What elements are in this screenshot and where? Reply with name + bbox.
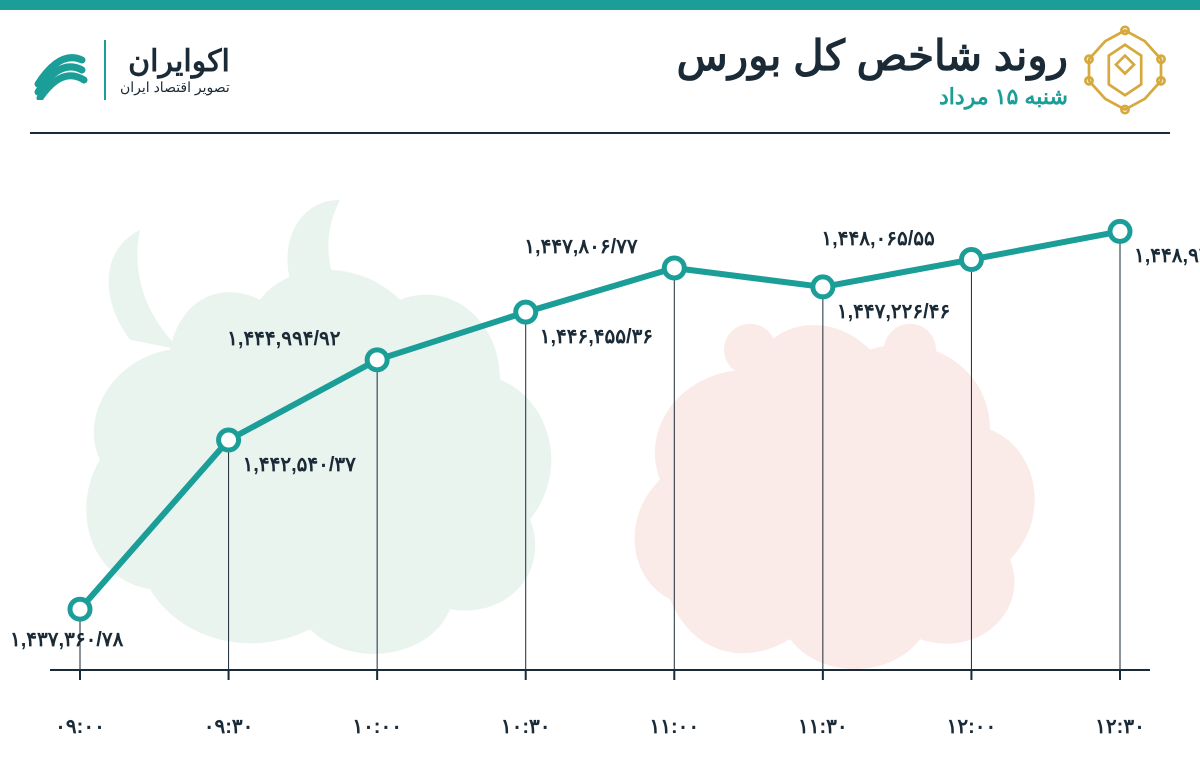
- x-tick-label: ۱۲:۳۰: [1095, 714, 1145, 739]
- brand-mark-icon: [30, 40, 90, 100]
- x-axis-labels: ۰۹:۰۰ ۰۹:۳۰ ۱۰:۰۰ ۱۰:۳۰ ۱۱:۰۰ ۱۱:۳۰ ۱۲:۰۰ ۱۲:۳۰: [30, 699, 1170, 739]
- x-tick-label: ۱۲:۰۰: [947, 714, 997, 739]
- x-tick-label: ۱۰:۰۰: [352, 714, 402, 739]
- x-tick-label: ۰۹:۳۰: [204, 714, 254, 739]
- point-value-label: ۱,۴۴۴,۹۹۴/۹۲: [227, 326, 340, 351]
- title-block: روند شاخص کل بورس شنبه ۱۵ مرداد: [677, 31, 1068, 110]
- point-value-label: ۱,۴۳۷,۳۶۰/۷۸: [10, 627, 123, 652]
- point-value-label: ۱,۴۴۷,۲۲۶/۴۶: [837, 299, 950, 324]
- brand-tagline: تصویر اقتصاد ایران: [120, 79, 230, 96]
- logo-divider: [104, 40, 106, 100]
- x-tick-label: ۱۱:۳۰: [798, 714, 848, 739]
- page-subtitle: شنبه ۱۵ مرداد: [677, 84, 1068, 110]
- point-value-label: ۱,۴۴۶,۴۵۵/۳۶: [540, 324, 653, 349]
- header: روند شاخص کل بورس شنبه ۱۵ مرداد اکوایران…: [0, 10, 1200, 130]
- top-border-bar: [0, 0, 1200, 10]
- brand-name: اکوایران: [120, 44, 230, 79]
- page-title: روند شاخص کل بورس: [677, 31, 1068, 80]
- crest-icon: [1080, 25, 1170, 115]
- brand-logo: اکوایران تصویر اقتصاد ایران: [30, 40, 230, 100]
- x-tick-label: ۰۹:۰۰: [55, 714, 105, 739]
- header-rule: [30, 132, 1170, 134]
- x-tick-label: ۱۰:۳۰: [501, 714, 551, 739]
- x-tick-label: ۱۱:۰۰: [649, 714, 699, 739]
- point-value-label: ۱,۴۴۸,۹۲۵/۴۴: [1134, 243, 1200, 268]
- brand-text: اکوایران تصویر اقتصاد ایران: [120, 44, 230, 96]
- point-value-label: ۱,۴۴۷,۸۰۶/۷۷: [524, 234, 637, 259]
- chart-area: ۰۹:۰۰ ۰۹:۳۰ ۱۰:۰۰ ۱۰:۳۰ ۱۱:۰۰ ۱۱:۳۰ ۱۲:۰۰ ۱۲:۳۰…: [30, 160, 1170, 739]
- point-value-label: ۱,۴۴۲,۵۴۰/۳۷: [243, 452, 356, 477]
- point-value-label: ۱,۴۴۸,۰۶۵/۵۵: [821, 226, 934, 251]
